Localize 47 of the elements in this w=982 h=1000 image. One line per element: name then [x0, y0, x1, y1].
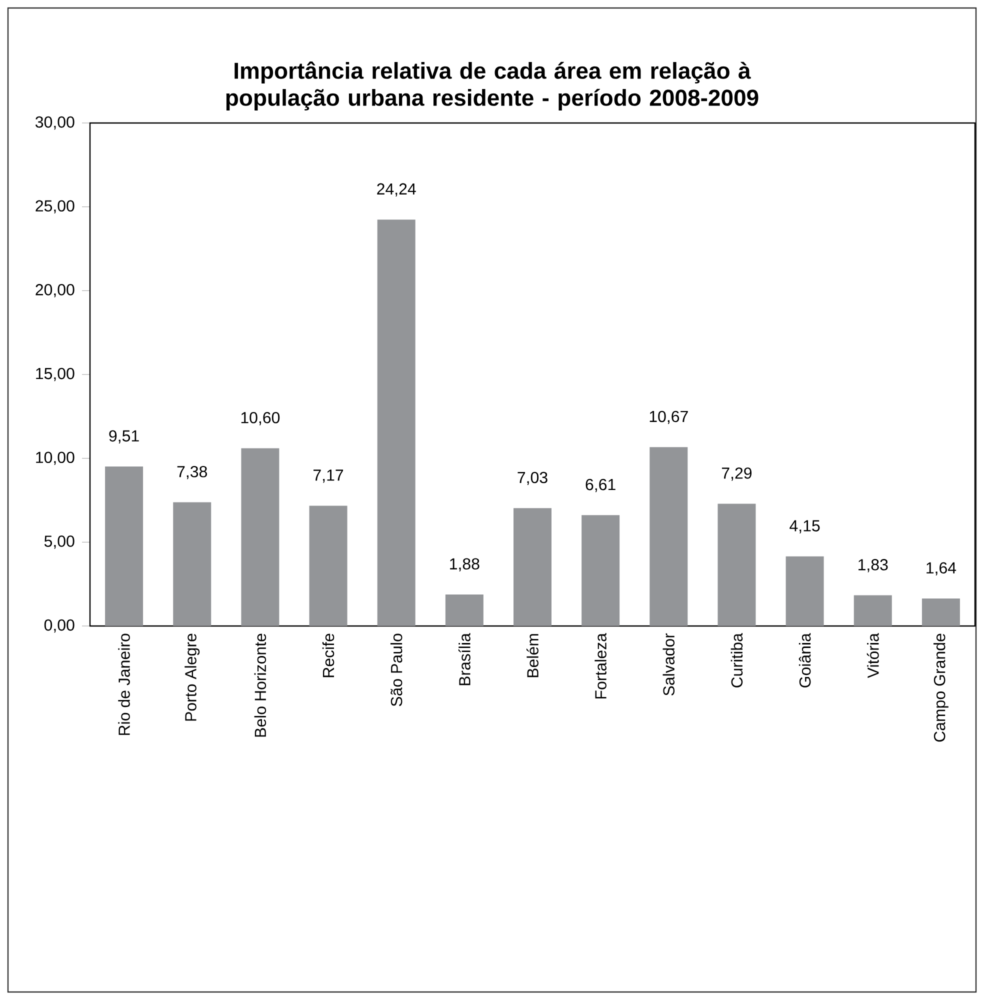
bar	[309, 506, 348, 626]
data-label: 4,15	[790, 520, 820, 534]
y-tick-label: 5,00	[44, 536, 74, 549]
data-label: 6,61	[586, 478, 616, 492]
y-tick-label: 10,00	[36, 452, 74, 465]
x-tick-label: São Paulo	[390, 634, 402, 706]
bar	[786, 556, 824, 626]
data-label: 7,03	[518, 472, 548, 486]
data-label: 7,17	[314, 470, 344, 483]
bar	[922, 598, 960, 626]
x-tick-label: Fortaleza	[594, 633, 607, 698]
x-tick-label: Recife	[322, 634, 334, 678]
chart-title: Importância relativa de cada área em relação à população urbana residente - período 2008-2009	[226, 62, 758, 110]
bar	[446, 594, 484, 626]
y-tick-label: 0,00	[44, 619, 74, 633]
x-tick-label: Porto Alegre	[184, 634, 200, 721]
x-tick-label: Rio de Janeiro	[118, 634, 130, 735]
x-tick-label: Brasília	[458, 633, 471, 686]
bar	[378, 220, 416, 626]
data-label: 10,60	[242, 412, 280, 426]
bar	[718, 504, 756, 626]
bar	[105, 466, 144, 626]
x-tick-label: Salvador	[662, 633, 675, 696]
y-tick-label: 30,00	[36, 116, 74, 130]
data-label: 7,29	[722, 467, 752, 481]
data-label: 1,64	[926, 562, 956, 576]
data-label: 9,51	[109, 430, 140, 444]
y-tick-label: 15,00	[36, 368, 74, 382]
y-tick-label: 25,00	[36, 200, 74, 214]
x-tick-label: Campo Grande	[934, 634, 949, 742]
data-label: 1,88	[450, 558, 480, 572]
data-label: 10,67	[650, 410, 688, 424]
bar	[650, 447, 688, 626]
x-tick-label: Belo Horizonte	[254, 634, 266, 737]
bar	[582, 515, 620, 626]
x-tick-label: Curitiba	[731, 633, 743, 688]
x-tick-label: Goiânia	[799, 633, 811, 688]
bar	[173, 502, 212, 626]
bar	[241, 448, 280, 626]
bar	[514, 508, 552, 626]
x-tick-label: Vitória	[867, 633, 880, 678]
data-label: 1,83	[858, 559, 888, 572]
data-label: 24,24	[377, 183, 416, 196]
data-label: 7,38	[178, 466, 208, 480]
bar	[854, 595, 892, 626]
y-tick-label: 20,00	[36, 284, 74, 298]
x-tick-label: Belém	[526, 634, 539, 678]
